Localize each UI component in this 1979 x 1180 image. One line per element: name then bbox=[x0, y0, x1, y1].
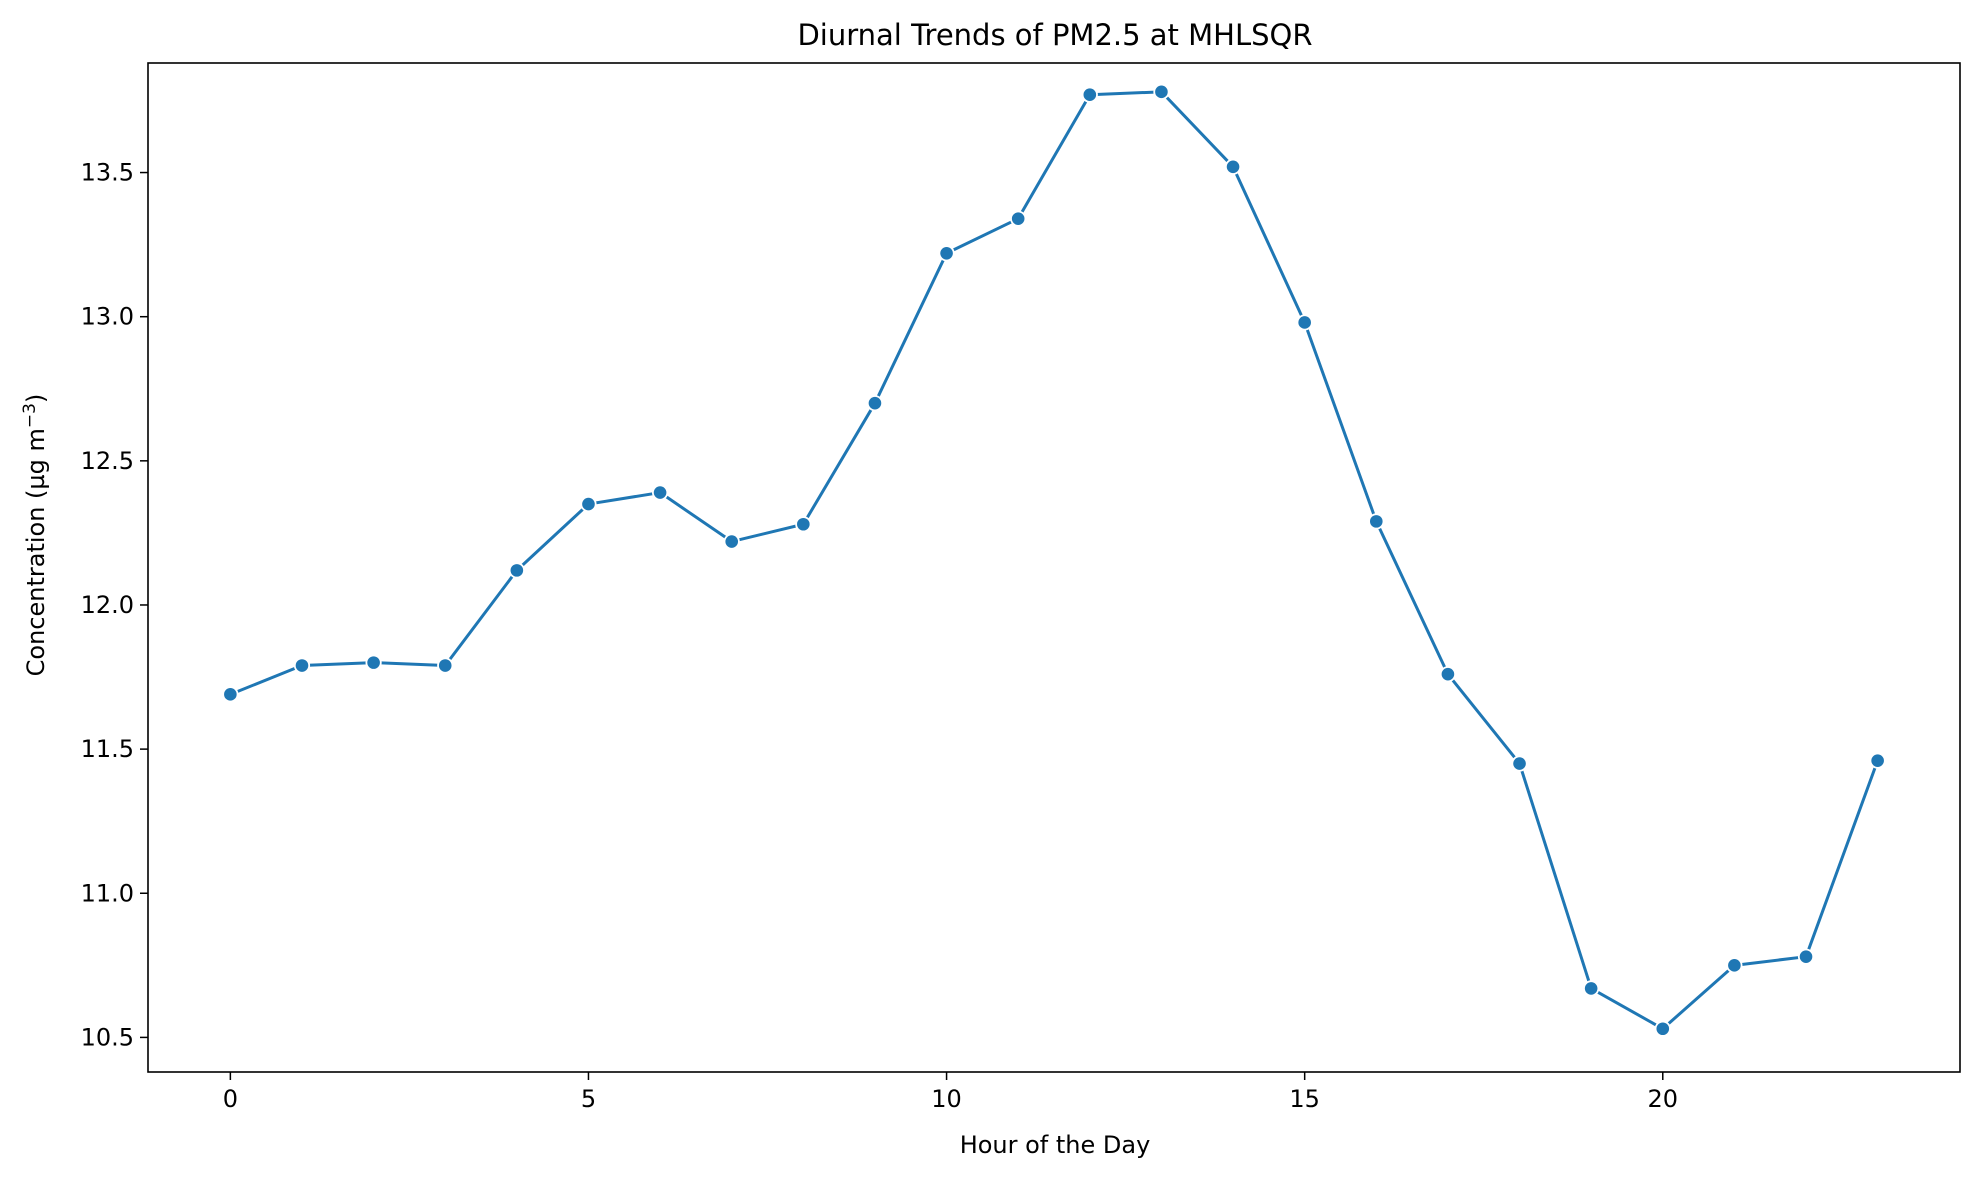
x-tick-label: 5 bbox=[581, 1085, 596, 1113]
x-tick-label: 10 bbox=[931, 1085, 962, 1113]
chart-title: Diurnal Trends of PM2.5 at MHLSQR bbox=[797, 18, 1312, 52]
axes-frame bbox=[147, 62, 1961, 1073]
data-point bbox=[1583, 980, 1600, 997]
data-point bbox=[795, 516, 812, 533]
data-point bbox=[437, 657, 454, 674]
y-tick-label: 12.5 bbox=[81, 447, 134, 475]
x-tick-label: 0 bbox=[223, 1085, 238, 1113]
data-point bbox=[1368, 513, 1385, 530]
data-point bbox=[1654, 1020, 1671, 1037]
data-point bbox=[1224, 158, 1242, 175]
data-point bbox=[1081, 86, 1098, 103]
data-point bbox=[1439, 666, 1457, 683]
y-tick-label: 11.0 bbox=[81, 879, 134, 907]
y-axis-label-unit-superscript: −3 bbox=[20, 403, 40, 428]
y-axis-label: Concentration (µg m−3) bbox=[20, 394, 50, 677]
y-tick-label: 13.0 bbox=[81, 303, 134, 331]
y-axis-label-close: ) bbox=[22, 394, 50, 403]
data-point bbox=[723, 533, 740, 550]
y-tick-label: 11.5 bbox=[81, 735, 134, 763]
data-point bbox=[293, 657, 311, 674]
data-point bbox=[651, 484, 669, 501]
x-tick-label: 15 bbox=[1289, 1085, 1320, 1113]
data-point bbox=[222, 686, 239, 703]
plot-area: 0 5 10 15 20 10.5 11.0 11.5 12.0 12.5 13.0 13.5 bbox=[81, 62, 1961, 1113]
data-point bbox=[508, 562, 525, 579]
x-tick-label: 20 bbox=[1648, 1085, 1679, 1113]
y-tick-label: 12.0 bbox=[81, 591, 134, 619]
data-point bbox=[580, 495, 597, 513]
data-point bbox=[1010, 210, 1027, 227]
y-tick-label: 13.5 bbox=[81, 159, 134, 187]
x-axis-label: Hour of the Day bbox=[960, 1131, 1151, 1159]
data-point bbox=[866, 395, 884, 412]
data-point bbox=[365, 654, 382, 671]
y-tick-label: 10.5 bbox=[81, 1023, 134, 1051]
data-point bbox=[1153, 83, 1170, 100]
y-axis-label-text: Concentration (µg m bbox=[22, 428, 50, 676]
data-point bbox=[1296, 314, 1313, 331]
data-point bbox=[1869, 752, 1886, 769]
data-point bbox=[1511, 755, 1528, 772]
data-point bbox=[1726, 957, 1743, 974]
data-point bbox=[1797, 948, 1815, 965]
series-line bbox=[228, 90, 1880, 1031]
data-point bbox=[938, 245, 955, 262]
